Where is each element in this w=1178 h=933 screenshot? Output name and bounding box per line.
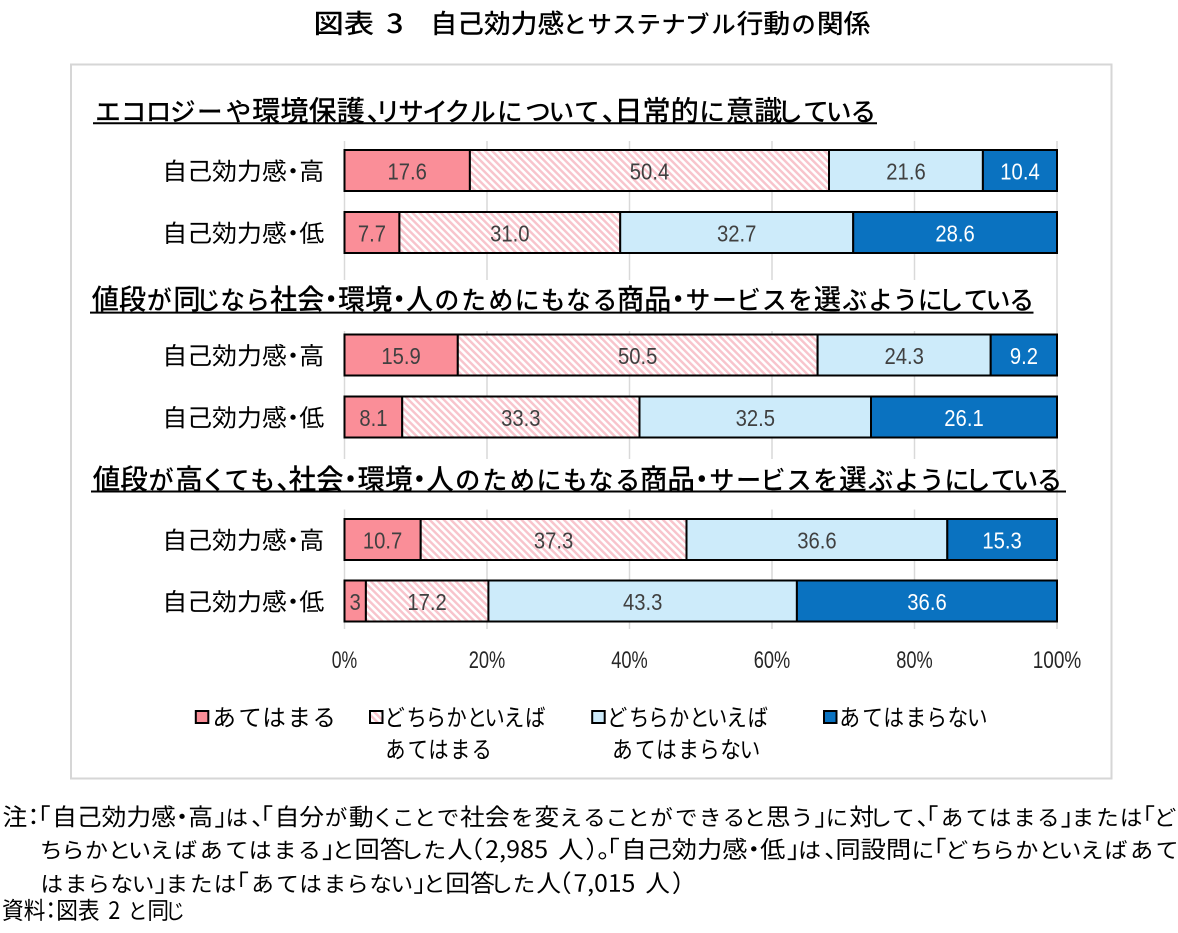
svg-text:10.7: 10.7	[363, 527, 402, 553]
svg-text:33.3: 33.3	[501, 405, 540, 431]
svg-text:37.3: 37.3	[534, 527, 573, 553]
svg-text:0%: 0%	[332, 647, 358, 674]
svg-text:8.1: 8.1	[359, 405, 387, 431]
svg-text:50.5: 50.5	[618, 343, 657, 369]
svg-text:36.6: 36.6	[797, 527, 836, 553]
svg-text:32.5: 32.5	[736, 405, 775, 431]
svg-text:40%: 40%	[611, 647, 648, 674]
svg-text:80%: 80%	[896, 647, 933, 674]
svg-text:32.7: 32.7	[717, 220, 756, 246]
svg-text:43.3: 43.3	[623, 589, 662, 615]
svg-text:36.6: 36.6	[907, 589, 946, 615]
svg-text:26.1: 26.1	[944, 405, 983, 431]
svg-text:21.6: 21.6	[886, 158, 925, 184]
svg-text:15.3: 15.3	[982, 527, 1021, 553]
svg-text:10.4: 10.4	[1000, 158, 1040, 184]
svg-text:7.7: 7.7	[358, 220, 386, 246]
svg-text:9.2: 9.2	[1010, 343, 1038, 369]
svg-text:28.6: 28.6	[935, 220, 974, 246]
svg-text:15.9: 15.9	[381, 343, 420, 369]
svg-text:31.0: 31.0	[490, 220, 529, 246]
svg-text:17.2: 17.2	[407, 589, 446, 615]
svg-text:50.4: 50.4	[630, 158, 670, 184]
svg-text:3: 3	[350, 589, 361, 615]
svg-text:60%: 60%	[754, 647, 791, 674]
svg-text:17.6: 17.6	[388, 158, 427, 184]
svg-text:100%: 100%	[1033, 647, 1082, 674]
svg-text:20%: 20%	[469, 647, 506, 674]
svg-text:24.3: 24.3	[885, 343, 924, 369]
